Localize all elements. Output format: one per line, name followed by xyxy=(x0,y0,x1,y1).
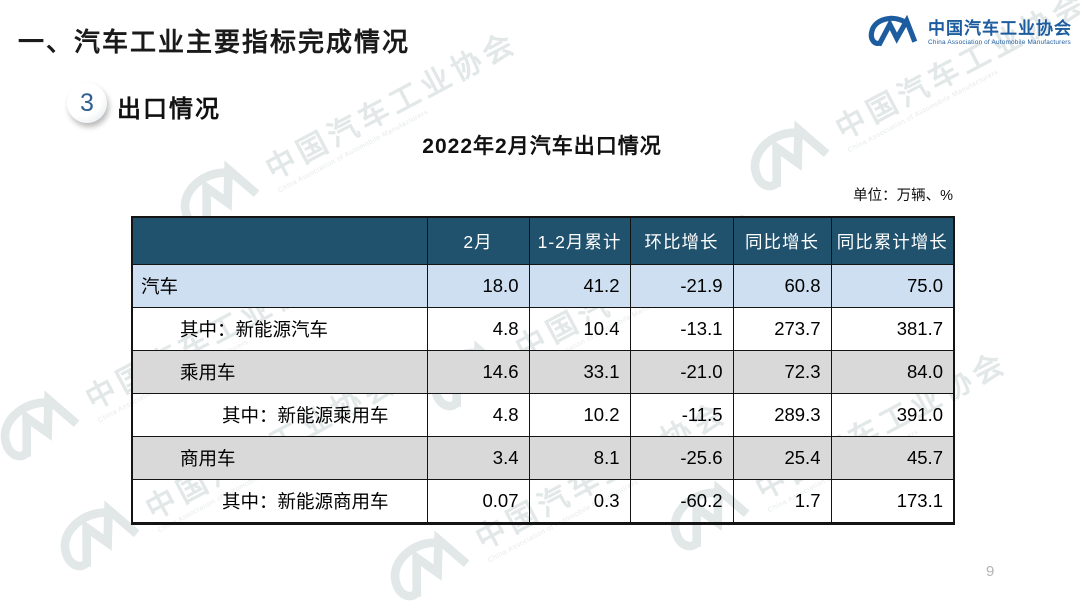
section-title: 出口情况 xyxy=(117,96,221,123)
cell-value: 273.7 xyxy=(732,307,832,351)
cell-value: -25.6 xyxy=(629,436,734,480)
table-row: 其中：新能源乘用车 4.8 10.2 -11.5 289.3 391.0 xyxy=(131,393,955,437)
column-header: 同比累计增长 xyxy=(830,216,955,265)
cell-value: 173.1 xyxy=(830,479,955,524)
cell-value: 0.3 xyxy=(528,479,631,524)
column-header: 同比增长 xyxy=(732,216,832,265)
cell-value: 75.0 xyxy=(830,264,955,308)
row-label: 其中：新能源乘用车 xyxy=(131,393,428,437)
cell-value: -21.0 xyxy=(629,350,734,394)
caam-logo: 中国汽车工业协会 China Association of Automobile… xyxy=(862,14,1072,52)
cell-value: 25.4 xyxy=(732,436,832,480)
cell-value: 3.4 xyxy=(426,436,530,480)
cell-value: -11.5 xyxy=(629,393,734,437)
cell-value: 33.1 xyxy=(528,350,631,394)
row-label: 汽车 xyxy=(131,264,428,308)
export-data-table: 2月 1-2月累计 环比增长 同比增长 同比累计增长 汽车 18.0 41.2 -21.9 60… xyxy=(131,216,955,525)
cell-value: 10.4 xyxy=(528,307,631,351)
cell-value: 0.07 xyxy=(426,479,530,524)
cell-value: -21.9 xyxy=(629,264,734,308)
cell-value: -13.1 xyxy=(629,307,734,351)
column-header xyxy=(131,216,428,265)
cell-value: 18.0 xyxy=(426,264,530,308)
cell-value: 1.7 xyxy=(732,479,832,524)
cell-value: 4.8 xyxy=(426,393,530,437)
table-row: 其中：新能源商用车 0.07 0.3 -60.2 1.7 173.1 xyxy=(131,479,955,524)
column-header: 1-2月累计 xyxy=(528,216,631,265)
row-label: 其中：新能源汽车 xyxy=(131,307,428,351)
table-row: 其中：新能源汽车 4.8 10.4 -13.1 273.7 381.7 xyxy=(131,307,955,351)
cell-value: 14.6 xyxy=(426,350,530,394)
cell-value: 4.8 xyxy=(426,307,530,351)
header-row: 2月 1-2月累计 环比增长 同比增长 同比累计增长 xyxy=(131,216,955,265)
column-header: 环比增长 xyxy=(629,216,734,265)
cell-value: 45.7 xyxy=(830,436,955,480)
cm-logo-icon xyxy=(868,14,918,47)
cell-value: 41.2 xyxy=(528,264,631,308)
logo-name-en: China Association of Automobile Manufact… xyxy=(928,38,1071,46)
cell-value: 60.8 xyxy=(732,264,832,308)
section-number-badge: 3 xyxy=(67,83,107,123)
cell-value: -60.2 xyxy=(629,479,734,524)
logo-name-cn: 中国汽车工业协会 xyxy=(928,19,1072,39)
row-label: 乘用车 xyxy=(131,350,428,394)
cell-value: 8.1 xyxy=(528,436,631,480)
table-row: 汽车 18.0 41.2 -21.9 60.8 75.0 xyxy=(131,264,955,308)
row-label: 商用车 xyxy=(131,436,428,480)
cell-value: 381.7 xyxy=(830,307,955,351)
column-header: 2月 xyxy=(426,216,530,265)
page-number: 9 xyxy=(986,563,995,580)
table-row: 商用车 3.4 8.1 -25.6 25.4 45.7 xyxy=(131,436,955,480)
row-label: 其中：新能源商用车 xyxy=(131,479,428,524)
cell-value: 289.3 xyxy=(732,393,832,437)
logo-names: 中国汽车工业协会 China Association of Automobile… xyxy=(928,19,1072,46)
cell-value: 391.0 xyxy=(830,393,955,437)
cell-value: 72.3 xyxy=(732,350,832,394)
table-body: 汽车 18.0 41.2 -21.9 60.8 75.0 其中：新能源汽车 4.8 10.4 -1… xyxy=(131,264,955,524)
page-title: 一、汽车工业主要指标完成情况 xyxy=(18,27,411,57)
table-row: 乘用车 14.6 33.1 -21.0 72.3 84.0 xyxy=(131,350,955,394)
unit-note: 单位：万辆、% xyxy=(853,188,953,204)
table-title: 2022年2月汽车出口情况 xyxy=(422,135,662,158)
table-header: 2月 1-2月累计 环比增长 同比增长 同比累计增长 xyxy=(131,216,955,265)
cell-value: 84.0 xyxy=(830,350,955,394)
cell-value: 10.2 xyxy=(528,393,631,437)
